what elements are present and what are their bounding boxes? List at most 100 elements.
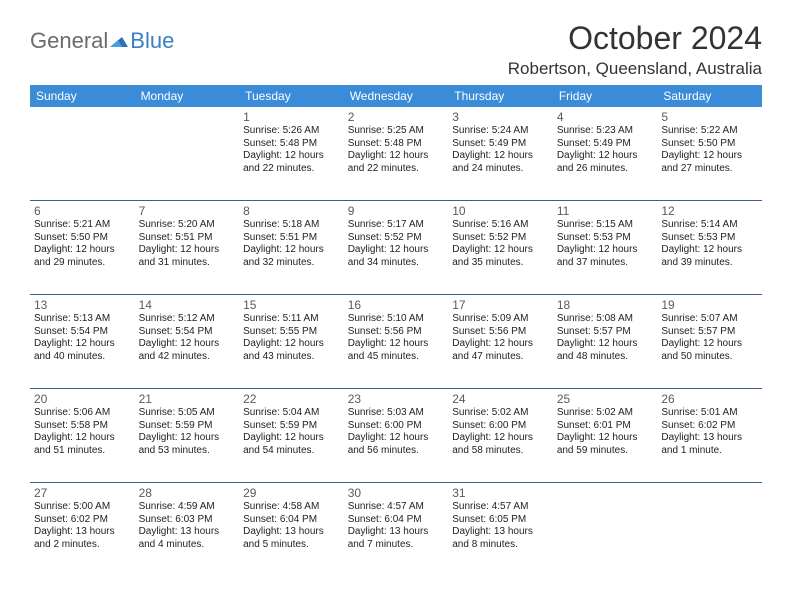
calendar-table: SundayMondayTuesdayWednesdayThursdayFrid… — [30, 85, 762, 576]
day-info: Sunrise: 5:23 AMSunset: 5:49 PMDaylight:… — [557, 125, 654, 175]
day-info: Sunrise: 5:22 AMSunset: 5:50 PMDaylight:… — [661, 125, 758, 175]
day-info: Sunrise: 4:57 AMSunset: 6:04 PMDaylight:… — [348, 501, 445, 551]
day-info: Sunrise: 5:06 AMSunset: 5:58 PMDaylight:… — [34, 407, 131, 457]
day-number: 4 — [557, 110, 654, 124]
day-number: 17 — [452, 298, 549, 312]
calendar-week: 13Sunrise: 5:13 AMSunset: 5:54 PMDayligh… — [30, 295, 762, 389]
day-number: 13 — [34, 298, 131, 312]
day-header: Tuesday — [239, 85, 344, 107]
day-cell: 8Sunrise: 5:18 AMSunset: 5:51 PMDaylight… — [239, 201, 344, 295]
day-number: 10 — [452, 204, 549, 218]
day-info: Sunrise: 5:20 AMSunset: 5:51 PMDaylight:… — [139, 219, 236, 269]
day-cell: 27Sunrise: 5:00 AMSunset: 6:02 PMDayligh… — [30, 483, 135, 577]
day-cell: 2Sunrise: 5:25 AMSunset: 5:48 PMDaylight… — [344, 107, 449, 201]
location-label: Robertson, Queensland, Australia — [508, 59, 762, 79]
day-header: Saturday — [657, 85, 762, 107]
day-info: Sunrise: 5:24 AMSunset: 5:49 PMDaylight:… — [452, 125, 549, 175]
day-header: Sunday — [30, 85, 135, 107]
day-info: Sunrise: 4:59 AMSunset: 6:03 PMDaylight:… — [139, 501, 236, 551]
day-number: 20 — [34, 392, 131, 406]
day-info: Sunrise: 5:01 AMSunset: 6:02 PMDaylight:… — [661, 407, 758, 457]
day-number: 30 — [348, 486, 445, 500]
empty-cell — [553, 483, 658, 577]
logo-text-1: General — [30, 28, 108, 54]
day-number: 9 — [348, 204, 445, 218]
day-cell: 16Sunrise: 5:10 AMSunset: 5:56 PMDayligh… — [344, 295, 449, 389]
day-cell: 6Sunrise: 5:21 AMSunset: 5:50 PMDaylight… — [30, 201, 135, 295]
day-number: 3 — [452, 110, 549, 124]
day-number: 12 — [661, 204, 758, 218]
day-cell: 18Sunrise: 5:08 AMSunset: 5:57 PMDayligh… — [553, 295, 658, 389]
day-cell: 31Sunrise: 4:57 AMSunset: 6:05 PMDayligh… — [448, 483, 553, 577]
day-info: Sunrise: 5:08 AMSunset: 5:57 PMDaylight:… — [557, 313, 654, 363]
day-info: Sunrise: 5:13 AMSunset: 5:54 PMDaylight:… — [34, 313, 131, 363]
day-number: 6 — [34, 204, 131, 218]
empty-cell — [30, 107, 135, 201]
calendar-week: 6Sunrise: 5:21 AMSunset: 5:50 PMDaylight… — [30, 201, 762, 295]
day-info: Sunrise: 5:21 AMSunset: 5:50 PMDaylight:… — [34, 219, 131, 269]
day-info: Sunrise: 5:14 AMSunset: 5:53 PMDaylight:… — [661, 219, 758, 269]
page-title: October 2024 — [508, 20, 762, 57]
day-cell: 11Sunrise: 5:15 AMSunset: 5:53 PMDayligh… — [553, 201, 658, 295]
day-cell: 15Sunrise: 5:11 AMSunset: 5:55 PMDayligh… — [239, 295, 344, 389]
day-number: 18 — [557, 298, 654, 312]
day-info: Sunrise: 5:17 AMSunset: 5:52 PMDaylight:… — [348, 219, 445, 269]
day-cell: 10Sunrise: 5:16 AMSunset: 5:52 PMDayligh… — [448, 201, 553, 295]
title-block: October 2024 Robertson, Queensland, Aust… — [508, 20, 762, 79]
day-cell: 3Sunrise: 5:24 AMSunset: 5:49 PMDaylight… — [448, 107, 553, 201]
day-cell: 7Sunrise: 5:20 AMSunset: 5:51 PMDaylight… — [135, 201, 240, 295]
day-cell: 28Sunrise: 4:59 AMSunset: 6:03 PMDayligh… — [135, 483, 240, 577]
day-cell: 24Sunrise: 5:02 AMSunset: 6:00 PMDayligh… — [448, 389, 553, 483]
day-header: Wednesday — [344, 85, 449, 107]
day-number: 19 — [661, 298, 758, 312]
day-number: 15 — [243, 298, 340, 312]
day-number: 23 — [348, 392, 445, 406]
day-header: Monday — [135, 85, 240, 107]
day-number: 8 — [243, 204, 340, 218]
day-info: Sunrise: 4:58 AMSunset: 6:04 PMDaylight:… — [243, 501, 340, 551]
day-info: Sunrise: 5:07 AMSunset: 5:57 PMDaylight:… — [661, 313, 758, 363]
day-cell: 13Sunrise: 5:13 AMSunset: 5:54 PMDayligh… — [30, 295, 135, 389]
calendar-week: 27Sunrise: 5:00 AMSunset: 6:02 PMDayligh… — [30, 483, 762, 577]
day-cell: 29Sunrise: 4:58 AMSunset: 6:04 PMDayligh… — [239, 483, 344, 577]
day-info: Sunrise: 5:15 AMSunset: 5:53 PMDaylight:… — [557, 219, 654, 269]
day-cell: 5Sunrise: 5:22 AMSunset: 5:50 PMDaylight… — [657, 107, 762, 201]
day-cell: 30Sunrise: 4:57 AMSunset: 6:04 PMDayligh… — [344, 483, 449, 577]
day-number: 11 — [557, 204, 654, 218]
day-number: 2 — [348, 110, 445, 124]
day-number: 5 — [661, 110, 758, 124]
day-number: 27 — [34, 486, 131, 500]
day-info: Sunrise: 5:26 AMSunset: 5:48 PMDaylight:… — [243, 125, 340, 175]
day-cell: 21Sunrise: 5:05 AMSunset: 5:59 PMDayligh… — [135, 389, 240, 483]
day-cell: 22Sunrise: 5:04 AMSunset: 5:59 PMDayligh… — [239, 389, 344, 483]
header: General Blue October 2024 Robertson, Que… — [30, 20, 762, 79]
day-info: Sunrise: 4:57 AMSunset: 6:05 PMDaylight:… — [452, 501, 549, 551]
day-number: 25 — [557, 392, 654, 406]
day-info: Sunrise: 5:02 AMSunset: 6:01 PMDaylight:… — [557, 407, 654, 457]
day-cell: 1Sunrise: 5:26 AMSunset: 5:48 PMDaylight… — [239, 107, 344, 201]
day-number: 24 — [452, 392, 549, 406]
day-number: 7 — [139, 204, 236, 218]
day-cell: 9Sunrise: 5:17 AMSunset: 5:52 PMDaylight… — [344, 201, 449, 295]
day-info: Sunrise: 5:25 AMSunset: 5:48 PMDaylight:… — [348, 125, 445, 175]
day-info: Sunrise: 5:00 AMSunset: 6:02 PMDaylight:… — [34, 501, 131, 551]
day-number: 28 — [139, 486, 236, 500]
day-info: Sunrise: 5:12 AMSunset: 5:54 PMDaylight:… — [139, 313, 236, 363]
day-info: Sunrise: 5:18 AMSunset: 5:51 PMDaylight:… — [243, 219, 340, 269]
logo-text-2: Blue — [130, 28, 174, 54]
logo-mark-icon — [110, 29, 130, 55]
day-number: 21 — [139, 392, 236, 406]
day-info: Sunrise: 5:16 AMSunset: 5:52 PMDaylight:… — [452, 219, 549, 269]
day-info: Sunrise: 5:10 AMSunset: 5:56 PMDaylight:… — [348, 313, 445, 363]
day-info: Sunrise: 5:11 AMSunset: 5:55 PMDaylight:… — [243, 313, 340, 363]
day-header: Thursday — [448, 85, 553, 107]
day-cell: 17Sunrise: 5:09 AMSunset: 5:56 PMDayligh… — [448, 295, 553, 389]
day-number: 29 — [243, 486, 340, 500]
day-cell: 12Sunrise: 5:14 AMSunset: 5:53 PMDayligh… — [657, 201, 762, 295]
empty-cell — [657, 483, 762, 577]
day-header: Friday — [553, 85, 658, 107]
day-info: Sunrise: 5:05 AMSunset: 5:59 PMDaylight:… — [139, 407, 236, 457]
empty-cell — [135, 107, 240, 201]
day-info: Sunrise: 5:02 AMSunset: 6:00 PMDaylight:… — [452, 407, 549, 457]
day-info: Sunrise: 5:09 AMSunset: 5:56 PMDaylight:… — [452, 313, 549, 363]
